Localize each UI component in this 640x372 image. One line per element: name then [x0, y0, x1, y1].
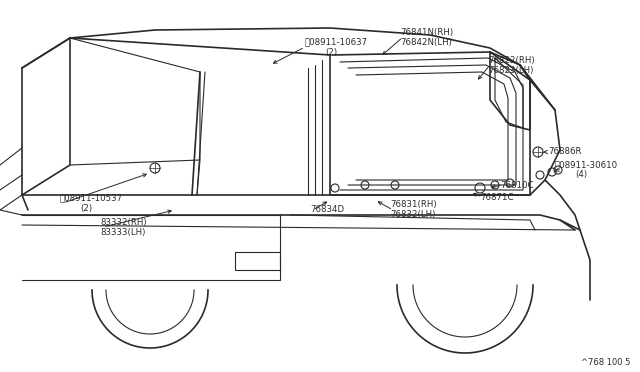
Text: Ⓝ08911-10537: Ⓝ08911-10537	[60, 193, 123, 202]
Text: Ⓝ08911-30610: Ⓝ08911-30610	[555, 160, 618, 170]
Text: ^768 100 5: ^768 100 5	[580, 358, 630, 367]
Text: 76834D: 76834D	[310, 205, 344, 215]
Text: Ⓝ08911-10637: Ⓝ08911-10637	[305, 38, 368, 46]
Text: 76832(LH): 76832(LH)	[390, 211, 435, 219]
Text: (2): (2)	[325, 48, 337, 57]
Text: 76841N(RH): 76841N(RH)	[400, 28, 453, 36]
Text: 76823(LH): 76823(LH)	[488, 65, 533, 74]
Text: 76886R: 76886R	[548, 148, 582, 157]
Text: 76842N(LH): 76842N(LH)	[400, 38, 452, 46]
Bar	[235, 252, 280, 270]
Text: 83333(LH): 83333(LH)	[100, 228, 145, 237]
Text: 76831(RH): 76831(RH)	[390, 201, 436, 209]
Text: (2): (2)	[80, 203, 92, 212]
Text: 76822(RH): 76822(RH)	[488, 55, 534, 64]
Text: 76810C: 76810C	[500, 180, 534, 189]
Text: 83332(RH): 83332(RH)	[100, 218, 147, 227]
Text: 76871C: 76871C	[480, 192, 513, 202]
Text: (4): (4)	[575, 170, 587, 180]
